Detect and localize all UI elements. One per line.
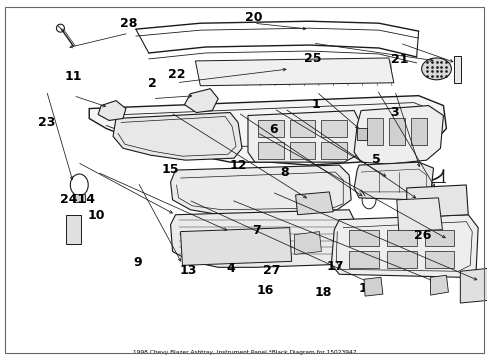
Polygon shape [294, 231, 321, 255]
Polygon shape [429, 275, 447, 295]
Text: 4: 4 [226, 262, 235, 275]
Polygon shape [98, 100, 126, 121]
Polygon shape [170, 210, 356, 267]
Text: 8: 8 [280, 166, 288, 179]
Polygon shape [257, 121, 283, 137]
Text: 2414: 2414 [60, 193, 94, 206]
Polygon shape [424, 230, 453, 247]
Text: 25: 25 [303, 52, 321, 65]
Polygon shape [66, 215, 81, 244]
Text: 12: 12 [229, 159, 246, 172]
Text: 1: 1 [311, 99, 320, 112]
Polygon shape [353, 105, 443, 164]
Polygon shape [321, 142, 346, 159]
Text: 13: 13 [180, 264, 197, 276]
Polygon shape [410, 118, 426, 145]
Polygon shape [180, 228, 291, 265]
Text: 17: 17 [326, 260, 344, 273]
Text: 20: 20 [245, 11, 263, 24]
Polygon shape [396, 198, 442, 231]
Polygon shape [295, 192, 333, 215]
Text: 15: 15 [162, 163, 179, 176]
Text: 6: 6 [269, 123, 277, 136]
Polygon shape [73, 194, 85, 202]
Text: 21: 21 [390, 53, 407, 66]
Text: 5: 5 [371, 153, 380, 166]
Ellipse shape [421, 58, 450, 80]
Text: 18: 18 [314, 286, 332, 299]
Polygon shape [366, 118, 382, 145]
Polygon shape [257, 142, 283, 159]
Polygon shape [386, 230, 416, 247]
Polygon shape [289, 121, 315, 137]
Polygon shape [364, 277, 382, 296]
Text: 1998 Chevy Blazer Ashtray, Instrument Panel *Black Diagram for 15023947: 1998 Chevy Blazer Ashtray, Instrument Pa… [132, 350, 356, 355]
Text: 7: 7 [252, 224, 261, 237]
Text: 19: 19 [357, 283, 375, 296]
Polygon shape [453, 56, 460, 83]
Polygon shape [331, 215, 477, 277]
Text: 11: 11 [65, 70, 82, 83]
Polygon shape [459, 267, 488, 303]
Polygon shape [195, 58, 393, 86]
Text: 26: 26 [413, 229, 431, 242]
Polygon shape [89, 96, 446, 165]
Polygon shape [406, 185, 468, 218]
Polygon shape [356, 129, 366, 140]
Polygon shape [113, 113, 242, 160]
Polygon shape [348, 251, 378, 268]
Text: 23: 23 [38, 116, 55, 129]
Polygon shape [170, 165, 350, 215]
Text: 22: 22 [167, 68, 185, 81]
Polygon shape [348, 230, 378, 247]
Polygon shape [247, 111, 358, 162]
Text: 10: 10 [87, 209, 105, 222]
Text: 28: 28 [120, 17, 138, 30]
Polygon shape [388, 118, 404, 145]
Text: 16: 16 [256, 284, 273, 297]
Polygon shape [289, 142, 315, 159]
Polygon shape [386, 251, 416, 268]
Text: 2: 2 [148, 77, 156, 90]
Polygon shape [321, 121, 346, 137]
Text: 9: 9 [133, 256, 142, 269]
Polygon shape [353, 162, 433, 200]
Text: 3: 3 [390, 105, 398, 119]
Polygon shape [184, 89, 218, 113]
Text: 27: 27 [263, 264, 280, 276]
Polygon shape [424, 251, 453, 268]
